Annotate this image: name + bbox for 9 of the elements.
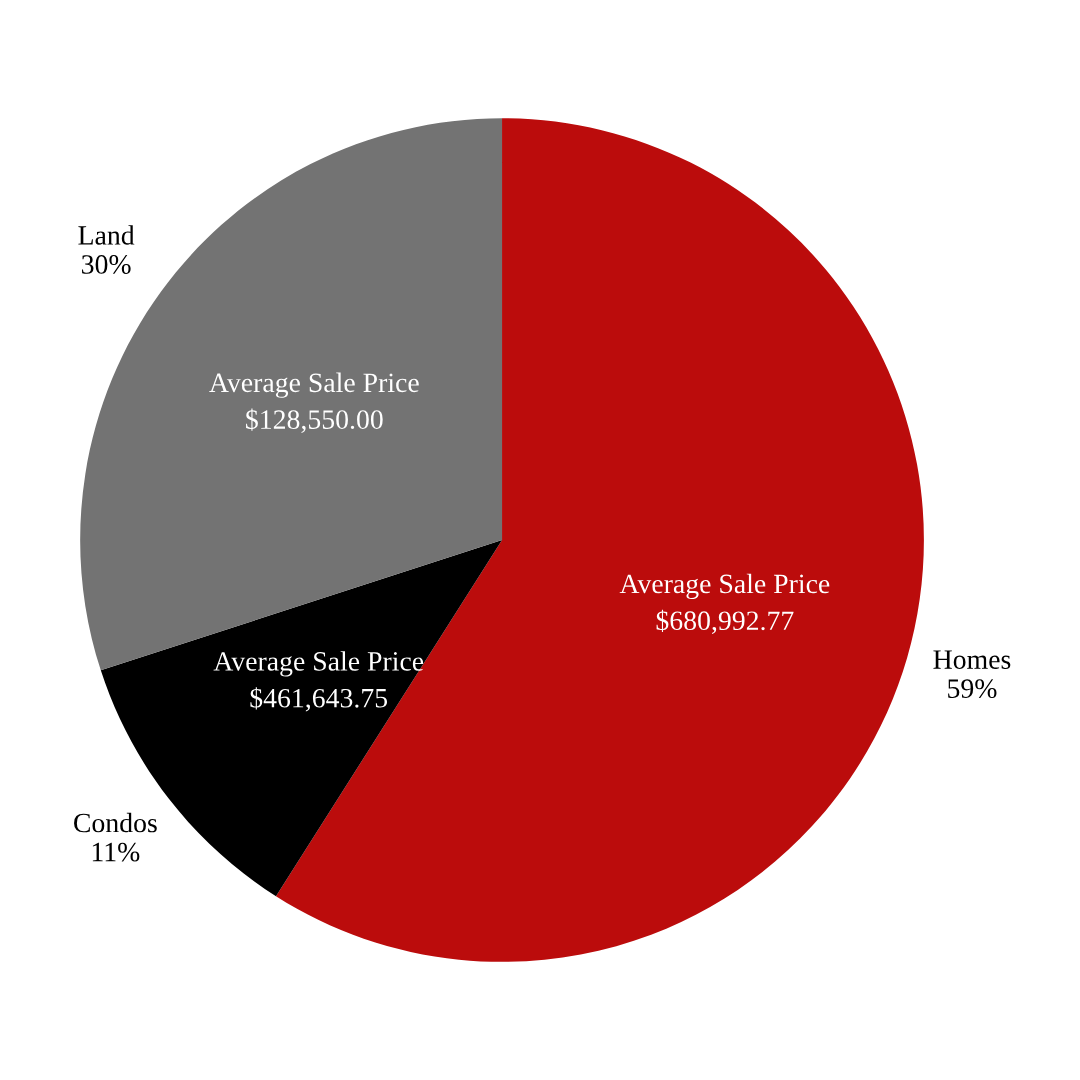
data-label: 11% [92,842,140,862]
data-label: 59% [948,679,997,699]
slice-label: Condos [74,812,157,833]
text: Average Sale Price $680,992.77 [619,573,830,635]
slice-label: Land [78,225,135,245]
slice-label: Homes [933,650,1011,669]
text: Average Sale Price $128,550.00 [209,372,419,433]
data-label: 30% [81,255,131,274]
text: Average Sale Price $461,643.75 [213,651,424,712]
